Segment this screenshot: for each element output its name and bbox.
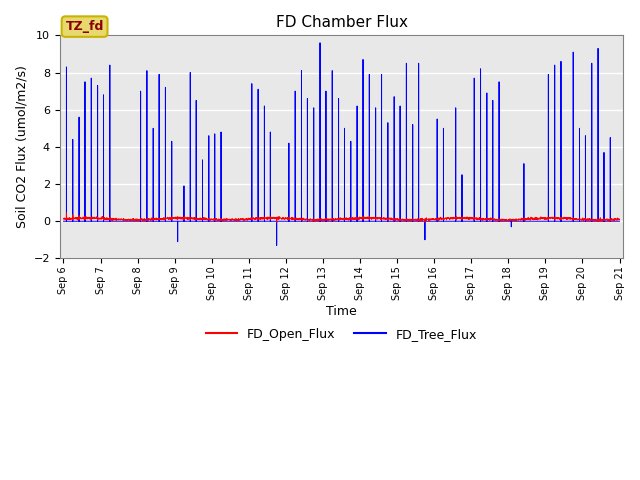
FD_Open_Flux — [110, 216, 118, 221]
FD_Open_Flux — [273, 219, 280, 225]
X-axis label: Time: Time — [326, 305, 357, 319]
FD_Tree_Flux — [273, 242, 280, 248]
Line: FD_Tree_Flux: FD_Tree_Flux — [63, 43, 620, 245]
Line: FD_Open_Flux: FD_Open_Flux — [63, 213, 620, 222]
FD_Tree_Flux — [477, 218, 485, 224]
FD_Tree_Flux — [616, 218, 623, 224]
FD_Tree_Flux — [533, 218, 541, 224]
Text: TZ_fd: TZ_fd — [65, 20, 104, 33]
FD_Tree_Flux — [110, 218, 118, 224]
FD_Tree_Flux — [364, 218, 371, 224]
FD_Tree_Flux — [511, 218, 518, 224]
FD_Open_Flux — [533, 215, 541, 220]
Legend: FD_Open_Flux, FD_Tree_Flux: FD_Open_Flux, FD_Tree_Flux — [201, 323, 482, 346]
FD_Open_Flux — [511, 217, 518, 223]
FD_Tree_Flux — [60, 218, 67, 224]
FD_Open_Flux — [449, 215, 456, 221]
FD_Open_Flux — [60, 216, 67, 222]
FD_Tree_Flux — [449, 218, 456, 224]
Y-axis label: Soil CO2 Flux (umol/m2/s): Soil CO2 Flux (umol/m2/s) — [15, 65, 28, 228]
FD_Open_Flux — [616, 216, 623, 222]
Title: FD Chamber Flux: FD Chamber Flux — [276, 15, 408, 30]
FD_Open_Flux — [63, 210, 70, 216]
FD_Open_Flux — [364, 216, 371, 222]
FD_Tree_Flux — [316, 40, 324, 46]
FD_Open_Flux — [477, 217, 485, 223]
